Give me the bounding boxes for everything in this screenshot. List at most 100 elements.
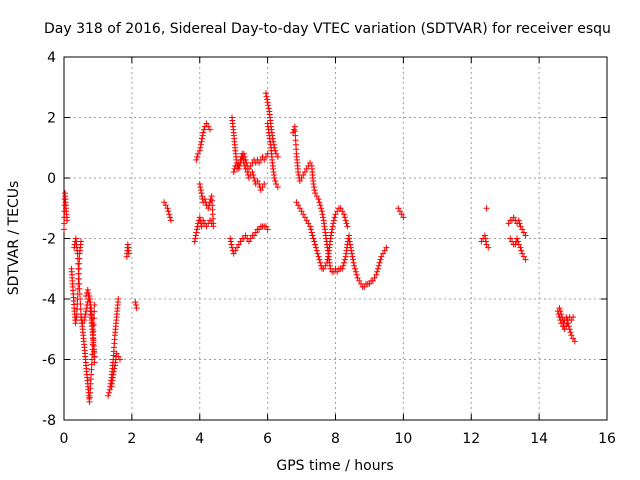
data-point [245, 238, 252, 245]
data-point [324, 256, 331, 263]
data-point [568, 332, 575, 339]
data-point [316, 256, 323, 263]
data-point [75, 275, 82, 282]
data-point [271, 175, 278, 181]
data-point [558, 311, 565, 318]
data-point [193, 226, 200, 233]
data-point [339, 208, 346, 215]
data-point [340, 262, 347, 269]
data-point [115, 296, 122, 302]
data-point [210, 223, 217, 230]
data-point [517, 244, 524, 251]
data-point [510, 214, 517, 221]
data-point [295, 202, 302, 209]
x-tick-label: 14 [530, 431, 548, 447]
data-point [125, 250, 132, 257]
data-point [519, 226, 526, 233]
data-point [329, 226, 336, 233]
data-point [307, 159, 314, 166]
data-point [325, 253, 332, 260]
data-point [346, 235, 353, 242]
data-point [203, 120, 210, 127]
data-point [200, 129, 207, 136]
data-point [295, 168, 302, 175]
data-point [265, 105, 272, 112]
data-point [373, 271, 380, 278]
data-point [301, 168, 308, 175]
data-point [300, 211, 307, 218]
data-point [162, 202, 169, 209]
data-point [322, 262, 329, 269]
data-point [340, 211, 347, 218]
data-point [77, 296, 84, 302]
data-point [351, 262, 358, 269]
data-point [522, 232, 529, 239]
data-point [376, 259, 383, 266]
data-point [307, 226, 314, 233]
data-point [205, 205, 212, 212]
data-point [241, 162, 248, 169]
data-point [505, 220, 512, 227]
data-point [482, 235, 489, 242]
data-point [371, 274, 378, 281]
data-point [77, 301, 84, 308]
data-point [518, 247, 525, 254]
data-point [571, 338, 578, 345]
data-point [75, 270, 82, 277]
data-point [395, 205, 402, 212]
data-point [350, 256, 357, 263]
data-point [329, 223, 336, 230]
data-point [228, 241, 235, 248]
data-point [206, 217, 213, 224]
data-point [232, 247, 239, 254]
data-point [357, 280, 364, 287]
data-point [197, 144, 204, 151]
data-point [353, 271, 360, 278]
data-point [105, 389, 112, 396]
grid-lines [64, 57, 607, 420]
data-point [208, 220, 215, 227]
data-point [520, 253, 527, 260]
data-point [349, 253, 356, 260]
data-point [516, 220, 523, 227]
data-point [310, 181, 317, 188]
data-point [115, 353, 122, 360]
data-point [263, 93, 270, 100]
data-point [113, 350, 120, 357]
data-point [339, 265, 346, 272]
data-point [485, 244, 492, 251]
data-point [197, 184, 204, 191]
data-point [262, 90, 269, 97]
data-point [75, 260, 82, 267]
data-point [330, 220, 337, 227]
x-tick-label: 10 [394, 431, 412, 447]
data-point [201, 196, 208, 203]
data-point [514, 238, 521, 245]
data-point [334, 268, 341, 275]
data-point [293, 199, 300, 206]
data-point [374, 265, 381, 272]
data-point [261, 181, 268, 188]
data-point [561, 326, 568, 333]
data-point [251, 175, 258, 181]
data-point [198, 223, 205, 230]
data-point [344, 223, 351, 230]
data-point [88, 371, 95, 378]
data-point [296, 178, 303, 185]
data-point [199, 132, 206, 139]
data-point [195, 150, 202, 157]
data-point [343, 220, 350, 227]
data-point [556, 305, 563, 312]
data-point [197, 141, 204, 148]
data-point [305, 220, 312, 227]
data-point [483, 241, 490, 248]
data-point [251, 232, 258, 239]
data-point [256, 181, 263, 188]
y-tick-label: -2 [42, 232, 56, 248]
chart-title: Day 318 of 2016, Sidereal Day-to-day VTE… [44, 21, 611, 37]
data-point [196, 181, 203, 188]
x-tick-label: 6 [263, 431, 272, 447]
data-point [315, 196, 322, 203]
axis-ticks [63, 56, 608, 421]
data-point [318, 208, 325, 215]
